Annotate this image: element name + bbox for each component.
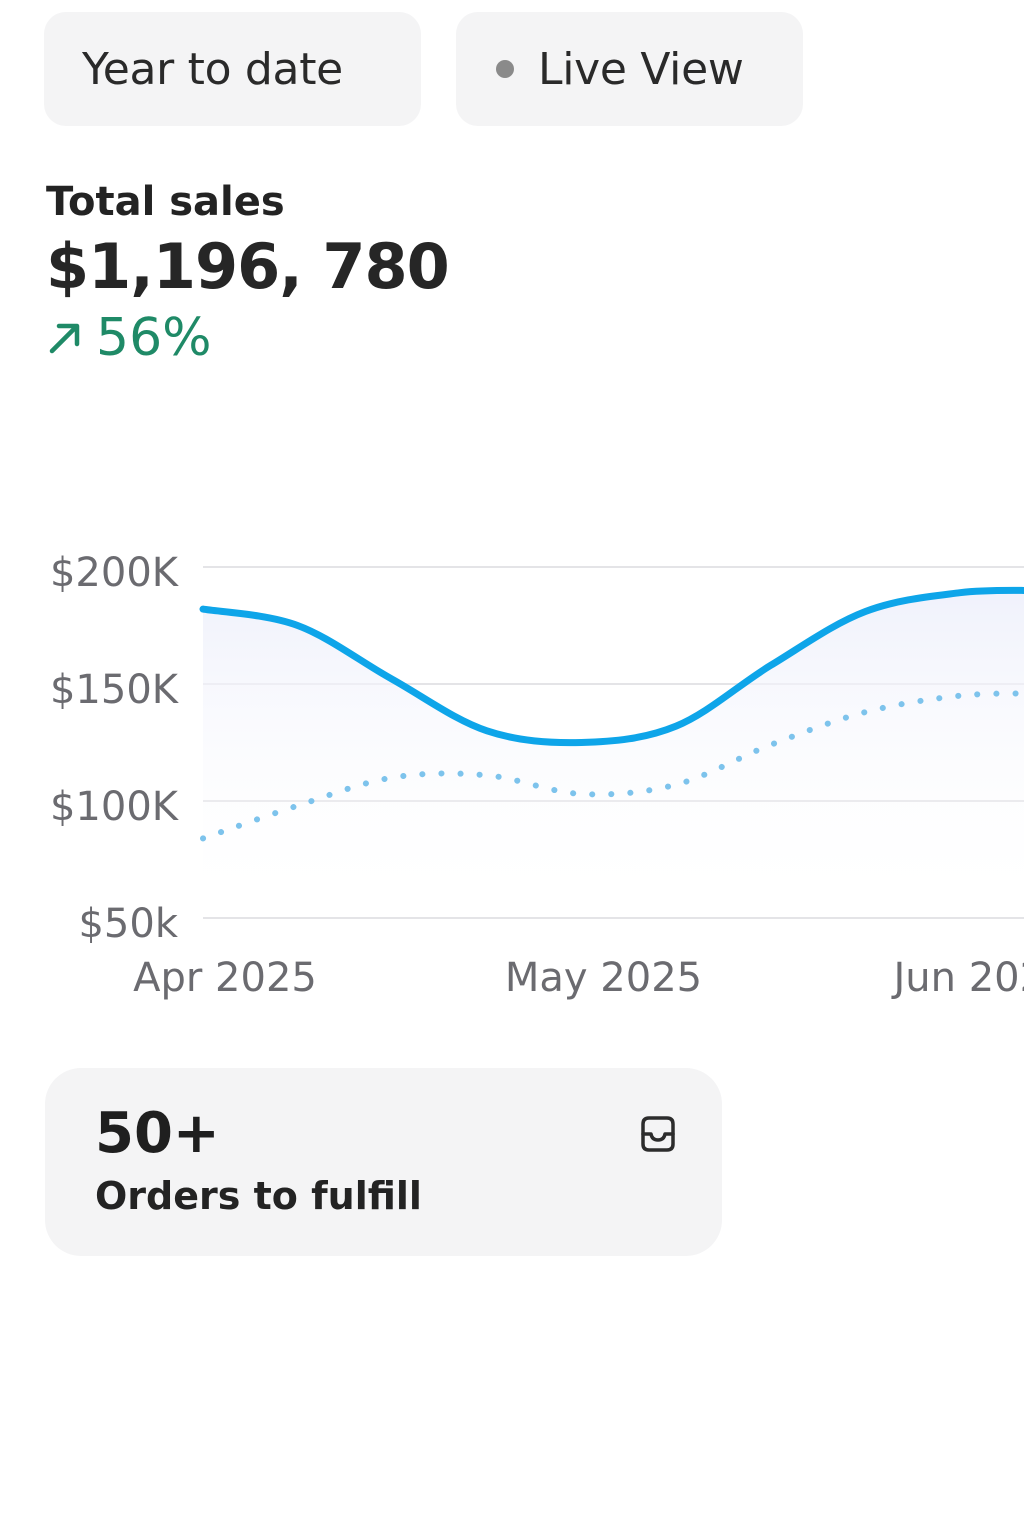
x-tick-label: Jun 2025 [890,955,1024,1001]
orders-count: 50+ [95,1101,220,1166]
live-view-button[interactable]: Live View [456,12,803,126]
total-sales-label: Total sales [46,179,285,225]
y-tick-label: $50k [78,901,178,947]
y-tick-label: $200K [50,550,180,596]
sales-change: 56% [46,306,449,370]
date-range-label: Year to date [82,43,343,95]
series-line-current [199,586,1024,747]
arrow-up-right-icon [49,323,80,354]
inbox-icon [641,1116,675,1152]
series-line-comparison [200,690,1024,842]
y-tick-label: $100K [50,784,180,830]
live-status-dot [496,60,514,78]
date-range-selector[interactable]: Year to date [44,12,421,126]
sales-change-percent: 56% [96,308,212,368]
x-tick-label: Apr 2025 [133,955,317,1001]
total-sales-value: $1,196, 780 [46,230,450,303]
total-sales-summary: Total sales $1,196, 780 56% [46,176,450,370]
orders-label: Orders to fulfill [95,1174,422,1218]
series-area [203,590,1024,918]
live-view-label: Live View [538,43,744,95]
sales-line-chart: $200K $150K $100K $50k Apr 2025 May 2025 Jun … [50,550,1024,1001]
orders-to-fulfill-card[interactable]: 50+ Orders to fulfill [45,1068,722,1256]
x-tick-label: May 2025 [505,955,702,1001]
y-tick-label: $150K [50,667,180,713]
